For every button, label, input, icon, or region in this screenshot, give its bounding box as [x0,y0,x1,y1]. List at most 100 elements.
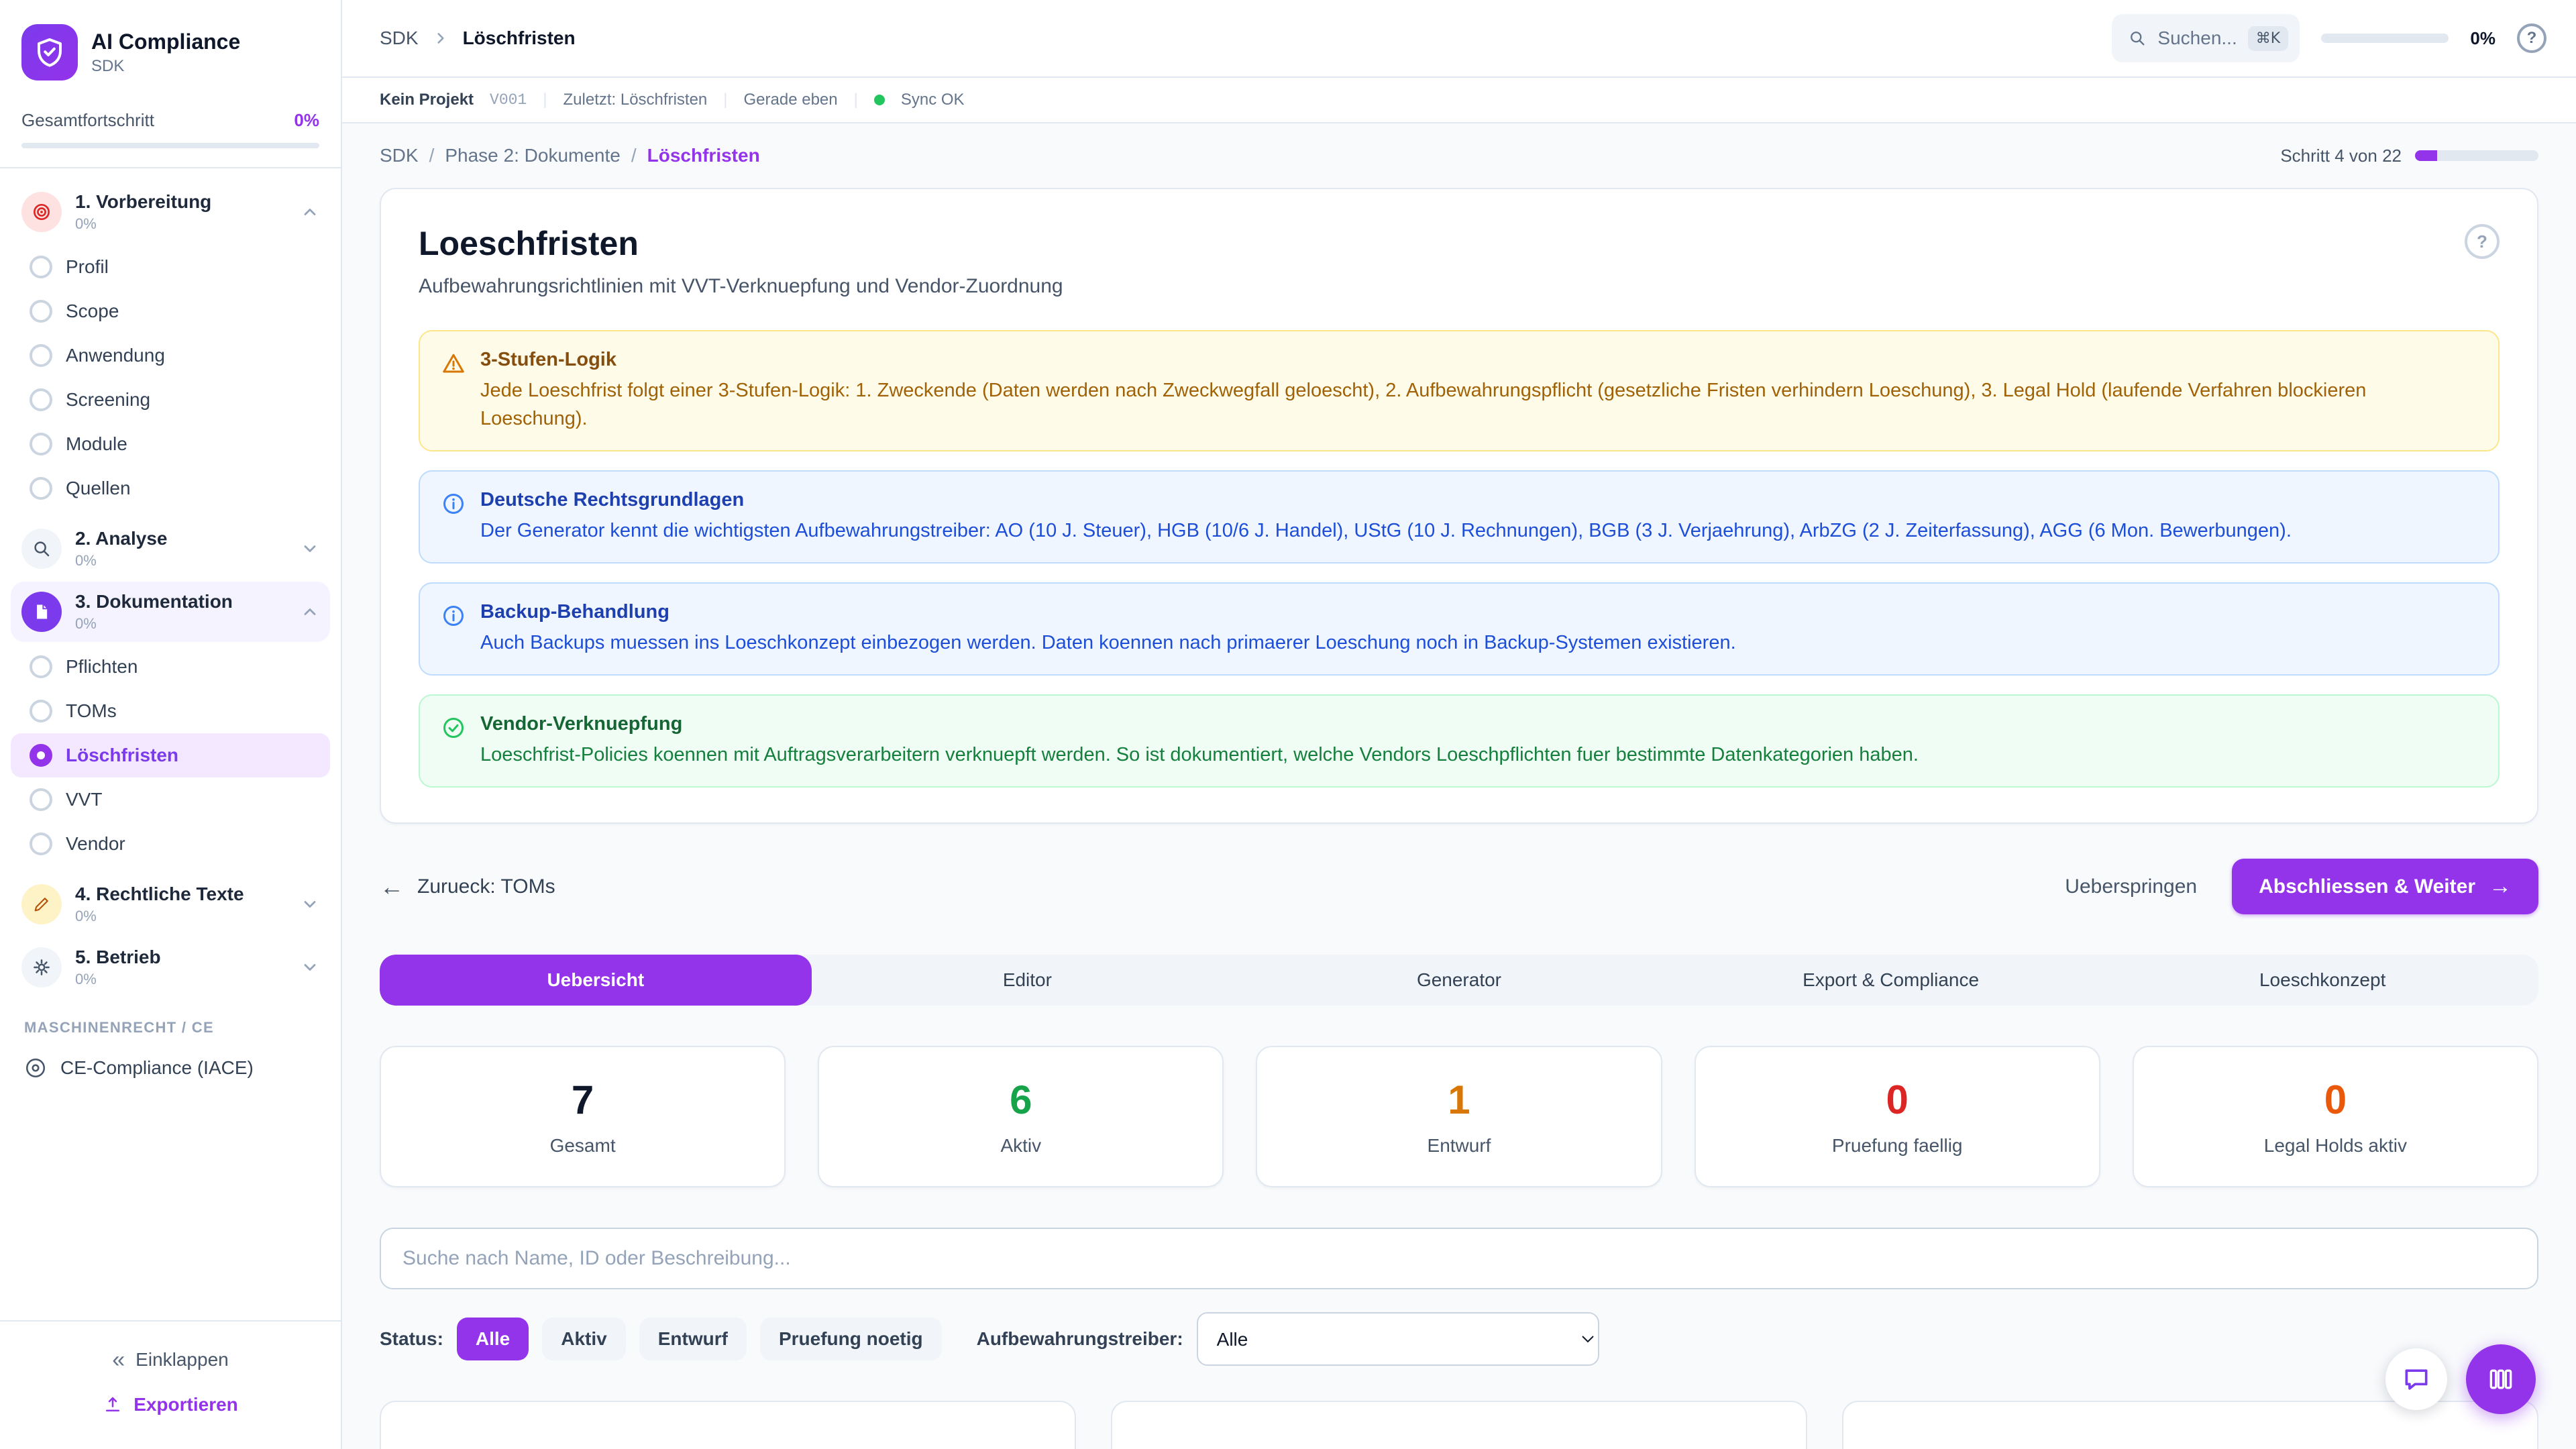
chat-bubble-icon [2402,1364,2431,1394]
breadcrumb-root[interactable]: SDK [380,28,419,48]
complete-next-button[interactable]: Abschliessen & Weiter → [2232,859,2538,915]
tab-editor[interactable]: Editor [1002,969,1052,991]
gear-circle-icon [24,1057,47,1079]
page-subtitle: Aufbewahrungsrichtlinien mit VVT-Verknue… [419,275,1063,297]
skip-button[interactable]: Ueberspringen [2065,875,2198,898]
collapse-sidebar-button[interactable]: « Einklappen [21,1338,319,1382]
search-icon [2128,29,2147,48]
chevron-down-icon [301,895,319,914]
radio-circle-icon [30,477,52,500]
export-icon [103,1395,123,1415]
filter-row: Status: Alle Aktiv Entwurf Pruefung noet… [380,1312,2538,1366]
overall-progress-label: Gesamtfortschritt [21,110,154,130]
next-label: Abschliessen & Weiter [2259,875,2475,898]
notice-text: Der Generator kennt die wichtigsten Aufb… [480,520,2292,542]
driver-filter-select[interactable]: Alle [1196,1312,1599,1366]
sidebar-item-vendor[interactable]: Vendor [11,822,330,866]
sidebar-item-screening[interactable]: Screening [11,378,330,422]
stat-label: Aktiv [1000,1135,1042,1157]
wizard-nav-row: ← Zurueck: TOMs Ueberspringen Abschliess… [380,859,2538,915]
radio-circle-icon [30,655,52,678]
tab-export-compliance[interactable]: Export & Compliance [1803,969,1980,991]
sidebar-item-label: Module [66,433,127,454]
floating-buttons [2385,1344,2536,1414]
section-percent: 0% [75,215,97,232]
app-logo-row: AI Compliance SDK [0,0,341,99]
separator: | [853,91,858,109]
policy-search-input[interactable] [380,1228,2538,1290]
magnifier-icon [21,529,62,569]
sidebar-section-analyse[interactable]: 2. Analyse 0% [11,519,330,579]
sidebar-item-pflichten[interactable]: Pflichten [11,645,330,689]
sidebar-item-ce-compliance[interactable]: CE-Compliance (IACE) [11,1044,330,1091]
notice-title: 3-Stufen-Logik [480,349,616,370]
status-filter-entwurf[interactable]: Entwurf [639,1318,747,1361]
global-search-input[interactable]: Suchen... ⌘K [2112,14,2300,62]
export-label: Exportieren [133,1394,238,1415]
columns-icon [2486,1364,2516,1394]
arrow-left-icon: ← [380,872,404,900]
notice-3-stufen-logik: 3-Stufen-Logik Jede Loeschfrist folgt ei… [419,330,2500,452]
sidebar-item-toms[interactable]: TOMs [11,689,330,733]
board-view-button[interactable] [2466,1344,2536,1414]
sidebar-item-anwendung[interactable]: Anwendung [11,333,330,378]
help-icon[interactable]: ? [2517,23,2546,53]
sidebar-item-label: Anwendung [66,345,165,366]
sidebar-section-betrieb[interactable]: 5. Betrieb 0% [11,937,330,998]
sidebar-item-label: Scope [66,301,119,321]
radio-circle-icon [30,700,52,722]
back-button[interactable]: ← Zurueck: TOMs [380,873,555,901]
sidebar-group-label: MASCHINENRECHT / CE [24,1019,214,1036]
radio-circle-icon [30,256,52,278]
breadcrumb-item[interactable]: Phase 2: Dokumente [445,145,621,166]
breadcrumb: SDK / Phase 2: Dokumente / Löschfristen [380,145,760,166]
section-label: 2. Analyse [75,528,168,549]
shield-logo-icon [21,24,78,80]
tab-bar: Uebersicht Editor Generator Export & Com… [380,955,2538,1006]
sidebar-section-rechtliche-texte[interactable]: 4. Rechtliche Texte 0% [11,874,330,934]
sync-status-icon [873,95,885,105]
stat-card-entwurf: 1 Entwurf [1256,1046,1662,1188]
radio-circle-icon [30,744,52,767]
policy-card[interactable] [380,1401,1076,1449]
tab-generator[interactable]: Generator [1416,969,1502,991]
status-filter-aktiv[interactable]: Aktiv [542,1318,626,1361]
sidebar-item-label: TOMs [66,700,117,721]
export-button[interactable]: Exportieren [21,1382,319,1428]
status-filter-pruefung-noetig[interactable]: Pruefung noetig [759,1318,942,1361]
chat-button[interactable] [2385,1348,2447,1410]
notice-vendor-verknuepfung: Vendor-Verknuepfung Loeschfrist-Policies… [419,694,2500,788]
breadcrumb-item[interactable]: SDK [380,145,419,166]
top-breadcrumb: SDK Löschfristen [380,28,576,49]
stat-label: Legal Holds aktiv [2263,1135,2408,1157]
separator: / [631,145,637,166]
breadcrumb-current: Löschfristen [647,145,760,166]
status-filter-alle[interactable]: Alle [456,1318,529,1361]
sidebar-section-dokumentation[interactable]: 3. Dokumentation 0% [11,582,330,642]
pen-icon [21,884,62,924]
info-icon [441,604,466,657]
tab-uebersicht[interactable]: Uebersicht [380,955,812,1006]
sidebar-section-vorbereitung[interactable]: 1. Vorbereitung 0% [11,182,330,242]
sidebar-item-vvt[interactable]: VVT [11,777,330,822]
radio-circle-icon [30,788,52,811]
radio-circle-icon [30,833,52,855]
sidebar-item-label: Quellen [66,478,131,498]
sidebar-item-scope[interactable]: Scope [11,289,330,333]
sidebar-item-module[interactable]: Module [11,422,330,466]
section-percent: 0% [75,971,97,987]
sidebar-item-quellen[interactable]: Quellen [11,466,330,511]
sidebar-item-loeschfristen[interactable]: Löschfristen [11,733,330,777]
card-help-icon[interactable]: ? [2465,224,2500,259]
intro-card: Loeschfristen ? Aufbewahrungsrichtlinien… [380,188,2538,824]
step-label: Schritt 4 von 22 [2280,145,2402,166]
sidebar-item-profil[interactable]: Profil [11,245,330,289]
stat-label: Entwurf [1427,1135,1491,1157]
tab-loeschkonzept[interactable]: Loeschkonzept [2259,969,2386,991]
keyboard-shortcut-badge: ⌘K [2247,25,2289,51]
section-label: 4. Rechtliche Texte [75,883,244,904]
stat-card-gesamt: 7 Gesamt [380,1046,786,1188]
policy-card[interactable] [1111,1401,1807,1449]
chevron-up-icon [301,602,319,621]
sidebar-footer: « Einklappen Exportieren [0,1320,341,1449]
